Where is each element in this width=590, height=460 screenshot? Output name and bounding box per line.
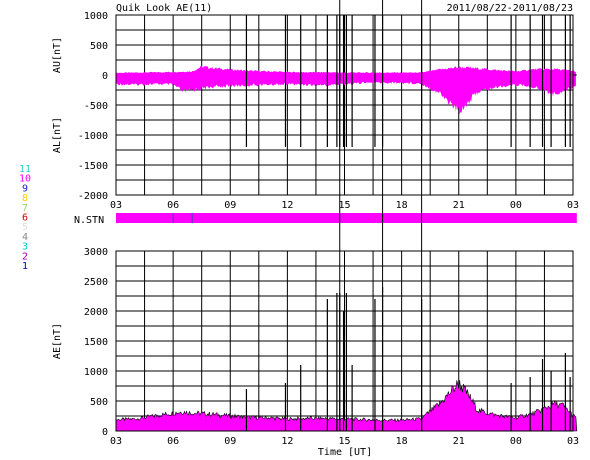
y-tick-label: 2500 [84, 277, 108, 288]
legend-station-11: 11 [19, 164, 31, 175]
legend-station-4: 4 [22, 232, 28, 243]
panel-frame [115, 250, 574, 432]
x-tick-label: 03 [567, 200, 579, 211]
y-tick-label: 1000 [84, 367, 108, 378]
al-axis-label: AL[nT] [52, 117, 63, 153]
x-tick-label: 15 [338, 200, 350, 211]
x-tick-label: 03 [110, 436, 122, 447]
y-tick-label: -2000 [78, 191, 108, 202]
figure-title: Quik Look AE(11) [116, 3, 212, 14]
x-tick-label: 09 [224, 436, 236, 447]
legend-station-1: 1 [22, 261, 28, 272]
x-tick-label: 18 [396, 436, 408, 447]
x-axis-label: Time [UT] [318, 447, 372, 458]
x-tick-label: 09 [224, 200, 236, 211]
nstn-bar [116, 213, 577, 223]
legend-station-5: 5 [22, 222, 28, 233]
date-range: 2011/08/22-2011/08/23 [447, 3, 573, 14]
y-tick-label: 500 [90, 41, 108, 52]
legend-station-8: 8 [22, 193, 28, 204]
y-tick-label: 500 [90, 397, 108, 408]
au-al-envelope [116, 65, 576, 115]
legend-station-9: 9 [22, 183, 28, 194]
y-tick-label: -500 [84, 101, 108, 112]
legend-station-10: 10 [19, 174, 31, 185]
legend-station-2: 2 [22, 251, 28, 262]
nstn-label: N.STN [74, 215, 104, 226]
y-tick-label: 1000 [84, 11, 108, 22]
x-tick-label: 15 [338, 436, 350, 447]
x-tick-label: 12 [281, 200, 293, 211]
x-tick-label: 00 [510, 436, 522, 447]
au-axis-label: AU[nT] [52, 37, 63, 73]
ae-axis-label: AE[nT] [52, 323, 63, 359]
x-tick-label: 03 [110, 200, 122, 211]
x-tick-label: 21 [453, 200, 465, 211]
y-tick-label: -1500 [78, 161, 108, 172]
legend-station-7: 7 [22, 203, 28, 214]
grid-lines [115, 250, 574, 432]
y-tick-label: 0 [102, 427, 108, 438]
y-tick-label: 1500 [84, 337, 108, 348]
nstn-panel [116, 213, 577, 223]
x-tick-label: 06 [167, 436, 179, 447]
x-tick-label: 12 [281, 436, 293, 447]
x-tick-label: 03 [567, 436, 579, 447]
legend-station-6: 6 [22, 213, 28, 224]
y-tick-label: -1000 [78, 131, 108, 142]
y-tick-label: 0 [102, 71, 108, 82]
x-tick-label: 06 [167, 200, 179, 211]
y-tick-label: 2000 [84, 307, 108, 318]
x-tick-label: 18 [396, 200, 408, 211]
legend-station-3: 3 [22, 242, 28, 253]
x-tick-label: 00 [510, 200, 522, 211]
panel-frame [115, 14, 574, 196]
x-tick-label: 21 [453, 436, 465, 447]
y-tick-label: 3000 [84, 247, 108, 258]
grid-lines [115, 14, 574, 196]
